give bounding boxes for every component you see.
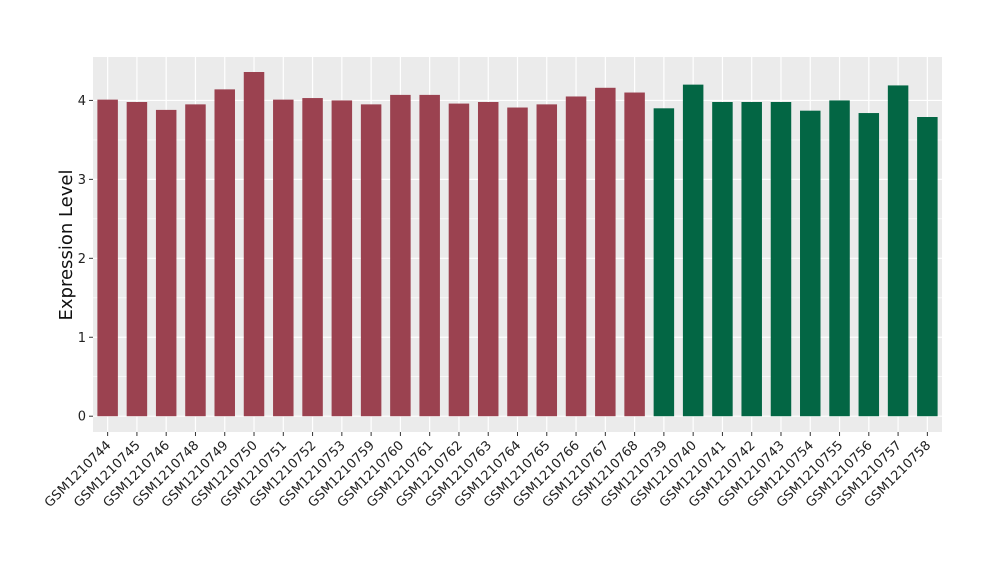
bar (536, 104, 558, 417)
bar (214, 89, 235, 417)
y-axis: 0 1 2 3 4 (78, 94, 93, 425)
bar (770, 102, 792, 417)
bar (155, 109, 177, 417)
bar (565, 96, 587, 417)
bar (185, 104, 206, 417)
y-tick-label: 1 (78, 331, 86, 346)
bar (595, 87, 616, 417)
bar (741, 102, 762, 417)
bar (273, 99, 294, 417)
bar (390, 94, 411, 417)
bar (800, 110, 821, 417)
x-axis: GSM1210744GSM1210745GSM1210746GSM1210748… (42, 432, 934, 511)
bar (448, 103, 470, 417)
bar (97, 99, 118, 417)
bar (858, 113, 880, 417)
bar (360, 104, 382, 417)
bar (331, 100, 353, 417)
bar (477, 102, 499, 417)
bar (624, 92, 645, 417)
bar (302, 98, 323, 417)
bar (653, 108, 675, 417)
y-tick-label: 4 (78, 94, 86, 109)
bar (917, 117, 938, 417)
y-tick-label: 2 (78, 252, 86, 267)
y-tick-label: 3 (78, 173, 86, 188)
bar (682, 84, 704, 417)
bar (829, 100, 850, 417)
bar (419, 94, 440, 417)
y-tick-label: 0 (78, 410, 86, 425)
bar (712, 102, 733, 417)
bar (507, 107, 528, 417)
bar (243, 72, 265, 417)
bars (97, 72, 938, 417)
bar (887, 85, 909, 417)
bar (126, 102, 148, 417)
y-axis-title: Expression Level (56, 170, 77, 321)
